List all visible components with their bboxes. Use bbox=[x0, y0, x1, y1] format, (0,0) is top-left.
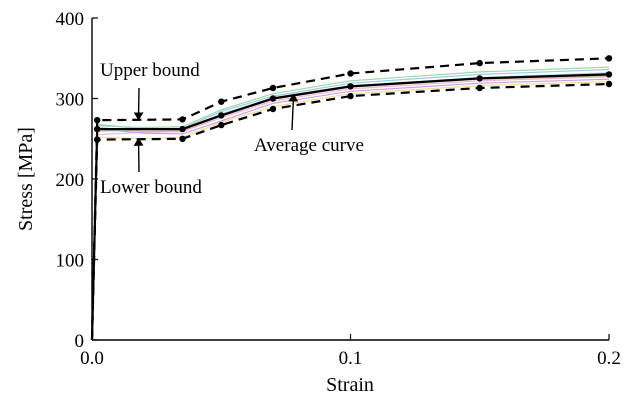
average-curve-point bbox=[179, 125, 186, 133]
average-curve-line bbox=[90, 73, 610, 341]
lower-bound-label: Lower bound bbox=[100, 177, 202, 198]
upper-bound-point bbox=[218, 98, 225, 105]
lower-bound-point bbox=[94, 136, 101, 143]
upper-bound-arrow bbox=[133, 87, 144, 121]
specimen-curve-7 bbox=[91, 75, 610, 341]
upper-bound-point bbox=[476, 59, 483, 67]
lower-bound-point bbox=[347, 92, 354, 100]
y-tick-label: 300 bbox=[56, 90, 85, 111]
series-group bbox=[90, 55, 613, 341]
upper-bound-line bbox=[90, 57, 610, 341]
x-axis-label: Strain bbox=[326, 374, 374, 396]
average-curve-point bbox=[347, 83, 354, 90]
x-tick-label: 0.0 bbox=[80, 348, 104, 369]
average-curve-arrow bbox=[288, 93, 299, 131]
average-curve-point bbox=[476, 75, 483, 82]
upper-bound-series bbox=[90, 55, 613, 341]
specimen-curve-3 bbox=[91, 78, 610, 341]
x-tick-label: 0.2 bbox=[597, 348, 621, 369]
average-curve-annotation: Average curve bbox=[254, 93, 364, 156]
x-tick-label: 0.1 bbox=[339, 348, 363, 369]
upper-bound-label: Upper bound bbox=[100, 60, 200, 81]
lower-bound-arrow bbox=[133, 137, 144, 173]
y-tick-label: 100 bbox=[56, 251, 85, 272]
lower-bound-series bbox=[90, 80, 613, 341]
lower-bound-point bbox=[269, 105, 277, 113]
upper-bound-point bbox=[269, 84, 277, 92]
average-curve-label: Average curve bbox=[254, 135, 364, 156]
lower-bound-point bbox=[476, 84, 483, 92]
specimen-curve-4 bbox=[91, 66, 610, 341]
specimen-curve-2 bbox=[91, 76, 610, 341]
y-tick-label: 400 bbox=[56, 9, 85, 30]
y-ticks: 0 100 200 300 400 bbox=[56, 9, 98, 352]
average-curve-series bbox=[90, 71, 613, 341]
specimen-curve-6 bbox=[91, 72, 610, 341]
upper-bound-point bbox=[605, 55, 613, 62]
average-curve-point bbox=[605, 71, 613, 78]
y-tick-label: 200 bbox=[56, 170, 85, 191]
average-curve-point bbox=[269, 95, 277, 102]
lower-bound-point bbox=[218, 121, 225, 129]
lower-bound-annotation: Lower bound bbox=[100, 137, 202, 198]
specimen-curves bbox=[91, 66, 610, 341]
upper-bound-annotation: Upper bound bbox=[100, 60, 200, 121]
lower-bound-point bbox=[179, 135, 186, 142]
lower-bound-point bbox=[605, 80, 613, 88]
y-axis-label: Stress [MPa] bbox=[15, 127, 37, 231]
x-ticks: 0.0 0.1 0.2 bbox=[80, 334, 621, 369]
average-curve-point bbox=[218, 112, 225, 119]
upper-bound-point bbox=[94, 117, 101, 124]
upper-bound-point bbox=[347, 70, 354, 77]
average-curve-point bbox=[94, 125, 101, 133]
axes: 0.0 0.1 0.2 0 100 200 300 400 Strain Stress [M… bbox=[15, 9, 621, 396]
lower-bound-line bbox=[90, 82, 610, 341]
y-tick-label: 0 bbox=[75, 331, 85, 352]
upper-bound-point bbox=[179, 116, 186, 123]
specimen-curve-1 bbox=[91, 68, 610, 341]
annotations-group: Upper bound Lower bound Average curve bbox=[100, 60, 364, 198]
